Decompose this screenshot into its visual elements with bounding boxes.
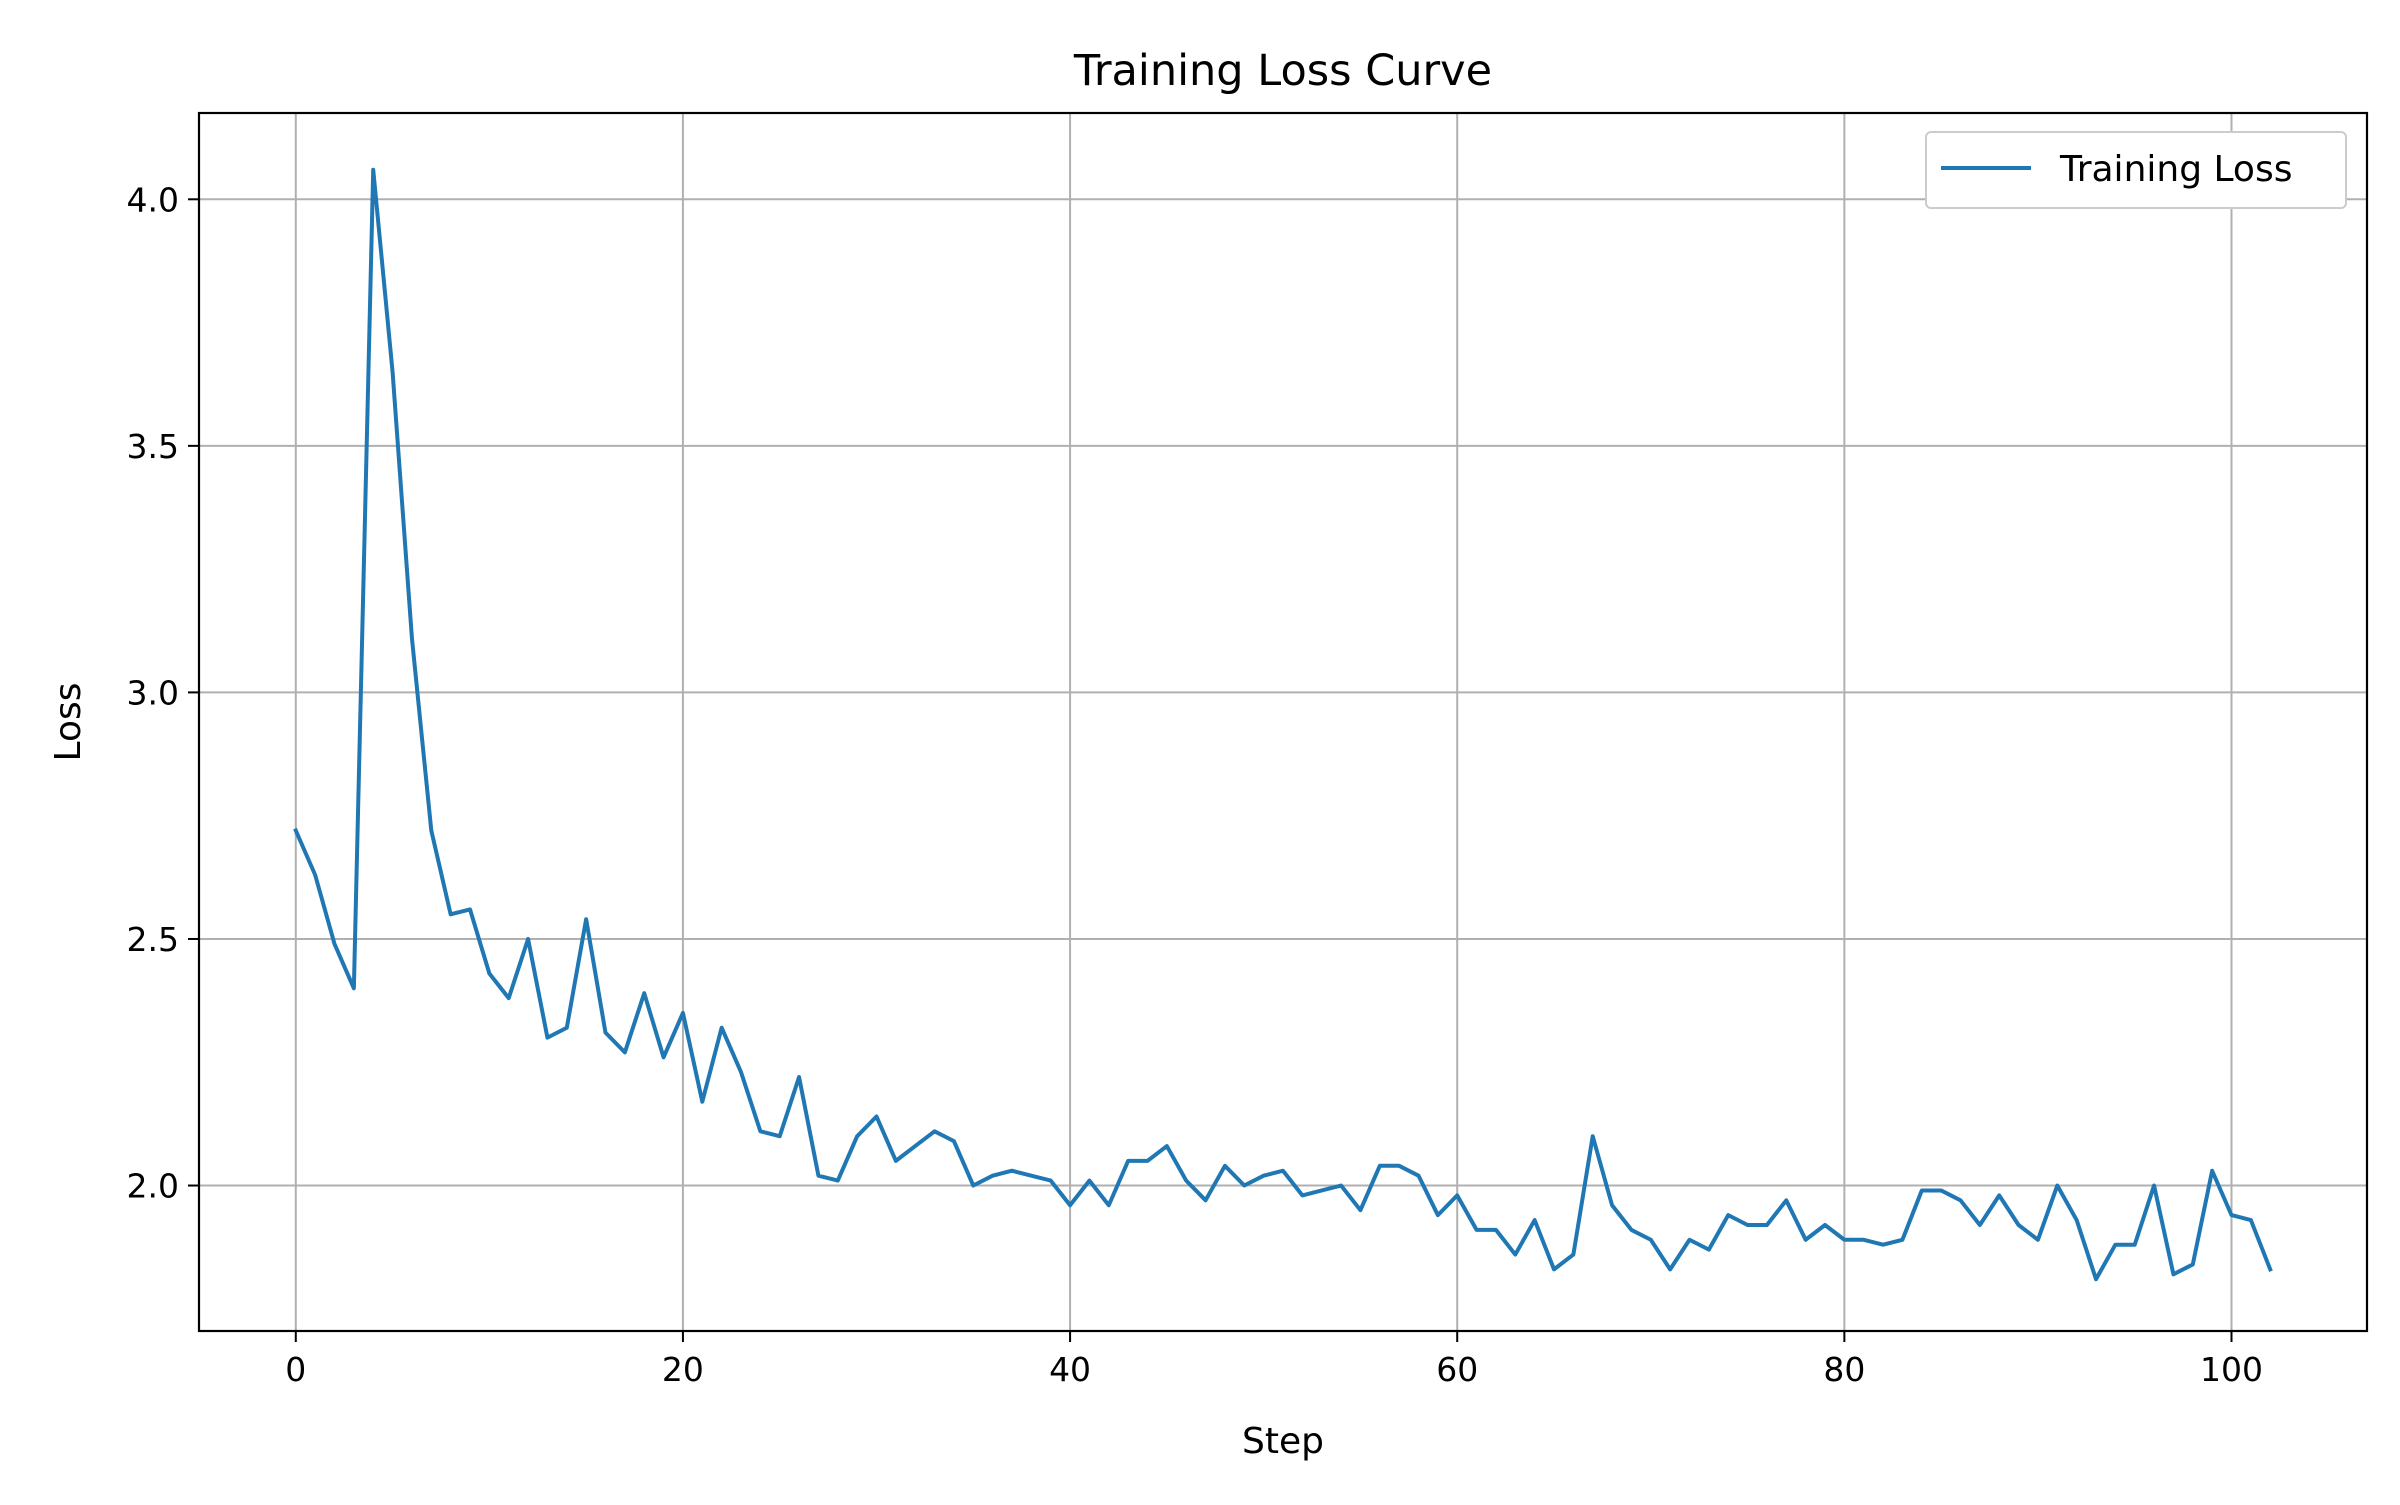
x-axis: 0 20 40 60 80 100 bbox=[285, 1331, 2263, 1389]
y-tick-label: 2.5 bbox=[127, 920, 179, 959]
legend: Training Loss bbox=[1925, 131, 2347, 209]
y-axis: 2.0 2.5 3.0 3.5 4.0 bbox=[127, 180, 199, 1206]
x-tick-label: 40 bbox=[1049, 1350, 1091, 1389]
y-axis-label: Loss bbox=[48, 683, 89, 762]
legend-box bbox=[1925, 131, 2347, 209]
y-tick-label: 3.5 bbox=[127, 427, 179, 466]
legend-label-training-loss: Training Loss bbox=[2059, 149, 2292, 190]
x-axis-label: Step bbox=[1242, 1421, 1324, 1462]
y-tick-label: 3.0 bbox=[127, 673, 179, 712]
x-tick-label: 20 bbox=[662, 1350, 704, 1389]
x-tick-label: 80 bbox=[1823, 1350, 1865, 1389]
series-layer bbox=[293, 167, 2273, 1282]
y-tick-label: 2.0 bbox=[127, 1167, 179, 1206]
y-tick-label: 4.0 bbox=[127, 180, 179, 219]
series-line-training-loss bbox=[293, 167, 2273, 1282]
plot-frame bbox=[197, 111, 2369, 1333]
x-tick-label: 60 bbox=[1436, 1350, 1478, 1389]
chart-title: Training Loss Curve bbox=[1073, 46, 1492, 96]
x-tick-label: 100 bbox=[2200, 1350, 2263, 1389]
x-tick-label: 0 bbox=[285, 1350, 306, 1389]
